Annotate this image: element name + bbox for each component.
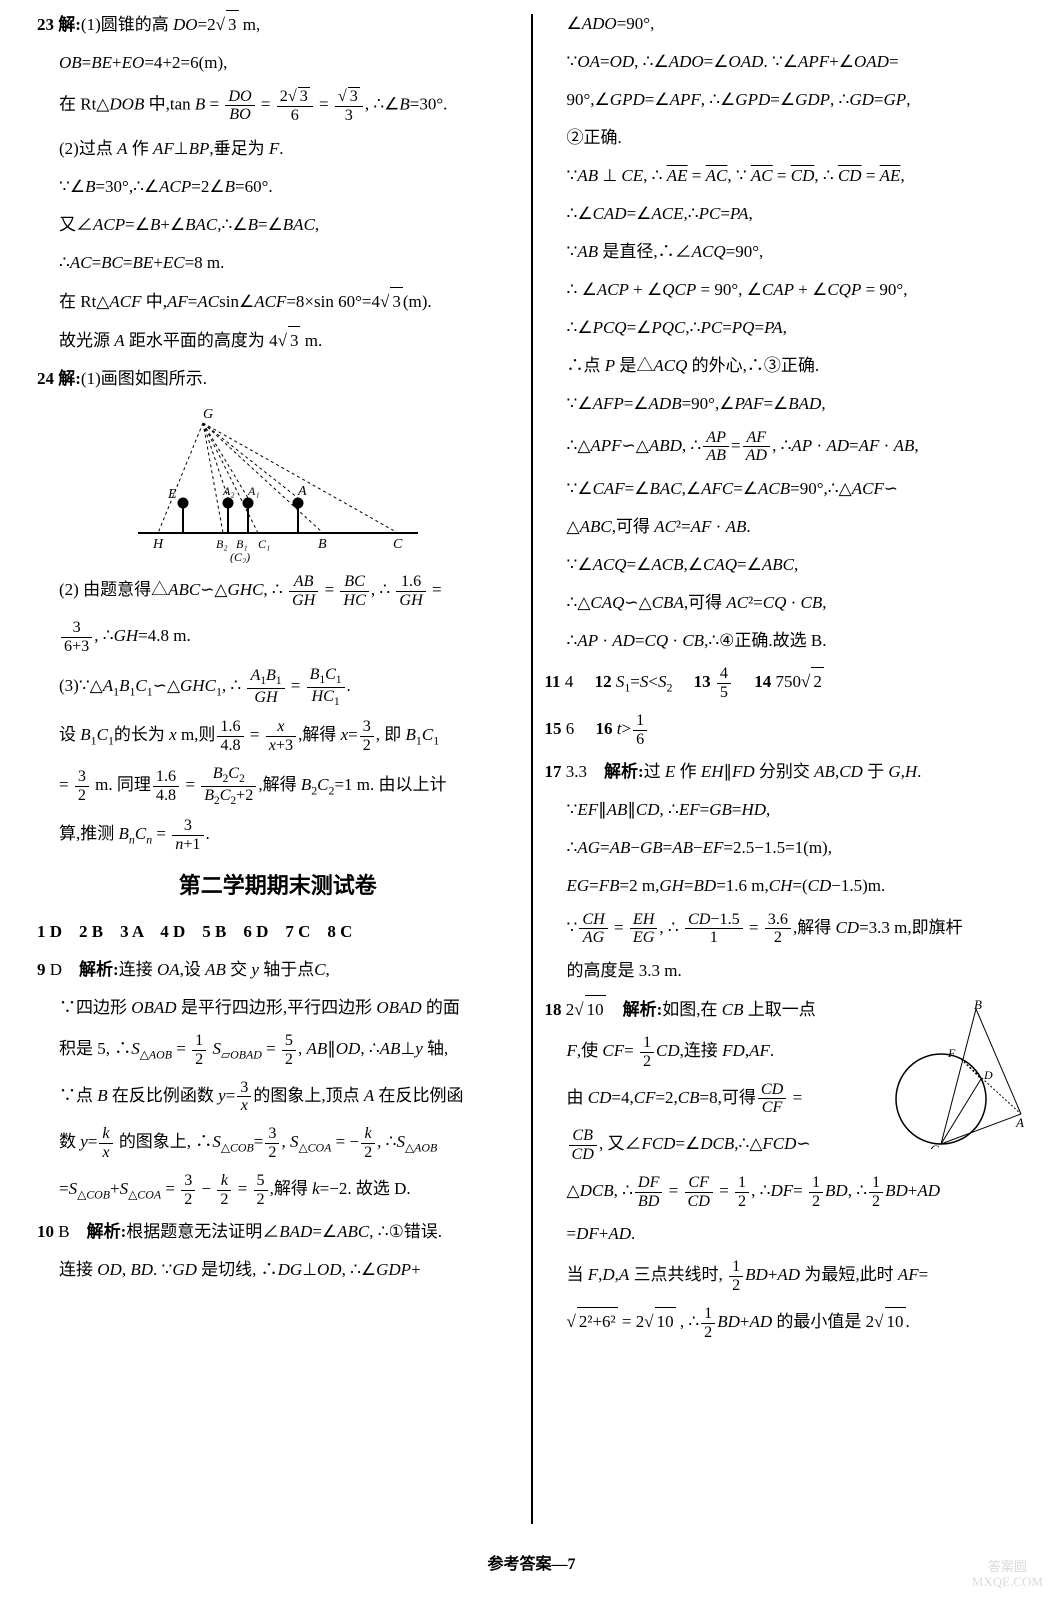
svg-text:A: A <box>1015 1115 1024 1130</box>
rc-l3: ②正确. <box>545 124 1027 152</box>
q9-l5: 数 y=kx 的图象上, ∴S△COB=32, S△COA = −k2, ∴S△… <box>37 1125 519 1162</box>
short-row1: 11 4 12 S1=S<S2 13 45 14 7502 <box>545 665 1027 702</box>
q23-l8: 在 Rt△ACF 中,AF=ACsin∠ACF=8×sin 60°=43(m). <box>37 287 519 316</box>
q17-answer: 3.3 <box>566 762 587 781</box>
q24-l3d: 算,推测 BnCn = 3n+1. <box>37 817 519 854</box>
q23-prefix: 解: <box>58 15 81 34</box>
rc-l14: ∵∠ACQ=∠ACB,∠CAQ=∠ABC, <box>545 551 1027 579</box>
q17-l6: 的高度是 3.3 m. <box>545 957 1027 985</box>
q17-l4: EG=FB=2 m,GH=BD=1.6 m,CH=(CD−1.5)m. <box>545 872 1027 900</box>
svg-text:E: E <box>167 487 177 502</box>
svg-text:(C₂): (C₂) <box>230 550 250 563</box>
rc-l13: △ABC,可得 AC²=AF · AB. <box>545 513 1027 541</box>
q24-label: 24 <box>37 369 54 388</box>
rc-l7: ∴ ∠ACP + ∠QCP = 90°, ∠CAP + ∠CQP = 90°, <box>545 276 1027 304</box>
q18-label: 18 <box>545 1000 562 1019</box>
q24-prefix: 解: <box>58 369 81 388</box>
svg-text:C: C <box>930 1142 939 1149</box>
q18-l7: 当 F,D,A 三点共线时, 12BD+AD 为最短,此时 AF= <box>545 1258 1027 1295</box>
q17-prefix: 解析: <box>604 762 644 781</box>
q9-prefix: 解析: <box>79 960 119 979</box>
q9-line1: 9 D 解析:连接 OA,设 AB 交 y 轴于点C, <box>37 956 519 984</box>
q23-label: 23 <box>37 15 54 34</box>
q9-l4: ∵点 B 在反比例函数 y=3x的图象上,顶点 A 在反比例函 <box>37 1079 519 1116</box>
q18-prefix: 解析: <box>623 1000 663 1019</box>
q17-l2: ∵EF∥AB∥CD, ∴EF=GB=HD, <box>545 796 1027 824</box>
svg-text:A: A <box>297 484 307 499</box>
q10-label: 10 <box>37 1222 54 1241</box>
q9-l6: =S△COB+S△COA = 32 − k2 = 52,解得 k=−2. 故选 … <box>37 1172 519 1209</box>
svg-text:A₁: A₁ <box>247 484 260 498</box>
q23-line1: 23 解:(1)圆锥的高 DO=23 m, <box>37 10 519 39</box>
rc-l8: ∴∠PCQ=∠PQC,∴PC=PQ=PA, <box>545 314 1027 342</box>
rc-l2: 90°,∠GPD=∠APF, ∴∠GPD=∠GDP, ∴GD=GP, <box>545 86 1027 114</box>
q23-l2: OB=BE+EO=4+2=6(m), <box>37 49 519 77</box>
q24-l3b: 设 B1C1的长为 x m,则1.64.8 = xx+3,解得 x=32, 即 … <box>37 718 519 755</box>
q23-l6: 又∠ACP=∠B+∠BAC,∴∠B=∠BAC, <box>37 211 519 239</box>
rc-l9: ∴点 P 是△ACQ 的外心,∴③正确. <box>545 352 1027 380</box>
rc-l15: ∴△CAQ∽△CBA,可得 AC²=CQ · CB, <box>545 589 1027 617</box>
q23-l4: (2)过点 A 作 AF⊥BP,垂足为 F. <box>37 135 519 163</box>
rc-l4: ∵AB ⊥ CE, ∴ AE = AC, ∵ AC = CD, ∴ CD = A… <box>545 162 1027 190</box>
q9-label: 9 <box>37 960 46 979</box>
svg-text:C: C <box>393 537 403 552</box>
q10-answer: B <box>58 1222 69 1241</box>
q10-l2: 连接 OD, BD. ∵GD 是切线, ∴DG⊥OD, ∴∠GDP+ <box>37 1256 519 1284</box>
q23-l7: ∴AC=BC=BE+EC=8 m. <box>37 249 519 277</box>
svg-text:B: B <box>974 999 982 1012</box>
q17-l3: ∴AG=AB−GB=AB−EF=2.5−1.5=1(m), <box>545 834 1027 862</box>
q24-l2b: 36+3, ∴GH=4.8 m. <box>37 619 519 656</box>
rc-l16: ∴AP · AD=CQ · CB,∴④正确.故选 B. <box>545 627 1027 655</box>
rc-l12: ∵∠CAF=∠BAC,∠AFC=∠ACB=90°,∴△ACF∽ <box>545 475 1027 503</box>
rc-l6: ∵AB 是直径,∴∠ACQ=90°, <box>545 238 1027 266</box>
q24-diagram: G E A₂ A₁ A H B₂ B₁ (C₂) C₁ B C <box>128 403 428 563</box>
q24-l3a: (3)∵△A1B1C1∽△GHC1, ∴ A1B1GH = B1C1HC1. <box>37 666 519 708</box>
q23-l5: ∵∠B=30°,∴∠ACP=2∠B=60°. <box>37 173 519 201</box>
short-row2: 15 6 16 t>16 <box>545 712 1027 749</box>
svg-text:B₁: B₁ <box>236 537 248 551</box>
q24-l2a: (2) 由题意得△ABC∽△GHC, ∴ ABGH = BCHC, ∴ 1.6G… <box>37 573 519 610</box>
rc-l1: ∵OA=OD, ∴∠ADO=∠OAD. ∵∠APF+∠OAD= <box>545 48 1027 76</box>
svg-text:G: G <box>203 407 213 422</box>
q18-l6: =DF+AD. <box>545 1220 1027 1248</box>
rc-l10: ∵∠AFP=∠ADB=90°,∠PAF=∠BAD, <box>545 390 1027 418</box>
q23-l9: 故光源 A 距水平面的高度为 43 m. <box>37 326 519 355</box>
q9-answer: D <box>50 960 62 979</box>
svg-text:C₁: C₁ <box>258 537 270 551</box>
page-footer: 参考答案—7 <box>0 1552 1063 1578</box>
q17-line1: 17 3.3 解析:过 E 作 EH∥FD 分别交 AB,CD 于 G,H. <box>545 758 1027 786</box>
q18-diagram: B A C D F <box>886 999 1026 1149</box>
q18-l5: △DCB, ∴DFBD = CFCD = 12, ∴DF= 12BD, ∴12B… <box>545 1174 1027 1211</box>
right-column: ∠ADO=90°, ∵OA=OD, ∴∠ADO=∠OAD. ∵∠APF+∠OAD… <box>533 10 1039 1500</box>
q17-l5: ∵CHAG = EHEG, ∴ CD−1.51 = 3.62,解得 CD=3.3… <box>545 911 1027 948</box>
watermark: 答案圆 MXQE.COM <box>972 1559 1043 1590</box>
q23-l3: 在 Rt△DOB 中,tan B = DOBO = 236 = 33, ∴∠B=… <box>37 87 519 125</box>
rc-l0: ∠ADO=90°, <box>545 10 1027 38</box>
section2-title: 第二学期期末测试卷 <box>37 868 519 904</box>
q10-line1: 10 B 解析:根据题意无法证明∠BAD=∠ABC, ∴①错误. <box>37 1218 519 1246</box>
svg-text:B₂: B₂ <box>216 537 228 551</box>
svg-text:A₂: A₂ <box>222 484 235 498</box>
q24-l3c: = 32 m. 同理1.64.8 = B2C2B2C2+2,解得 B2C2=1 … <box>37 765 519 807</box>
svg-text:H: H <box>152 537 164 552</box>
q9-l3: 积是 5, ∴S△AOB = 12 S▱OBAD = 52, AB∥OD, ∴A… <box>37 1032 519 1069</box>
svg-text:F: F <box>947 1046 956 1060</box>
rc-l5: ∴∠CAD=∠ACE,∴PC=PA, <box>545 200 1027 228</box>
q24-line1: 24 解:(1)画图如图所示. <box>37 365 519 393</box>
q9-l2: ∵四边形 OBAD 是平行四边形,平行四边形 OBAD 的面 <box>37 994 519 1022</box>
q17-label: 17 <box>545 762 562 781</box>
answers-row: 1 D 2 B 3 A 4 D 5 B 6 D 7 C 8 C <box>37 918 519 946</box>
q18-l8: 2²+6² = 210 , ∴12BD+AD 的最小值是 210. <box>545 1305 1027 1342</box>
svg-text:D: D <box>983 1068 993 1082</box>
q10-prefix: 解析: <box>87 1222 127 1241</box>
left-column: 23 解:(1)圆锥的高 DO=23 m, OB=BE+EO=4+2=6(m),… <box>25 10 531 1500</box>
svg-text:B: B <box>318 537 327 552</box>
rc-l11: ∴△APF∽△ABD, ∴APAB=AFAD, ∴AP · AD=AF · AB… <box>545 429 1027 466</box>
q24-part1: (1)画图如图所示. <box>81 369 207 388</box>
